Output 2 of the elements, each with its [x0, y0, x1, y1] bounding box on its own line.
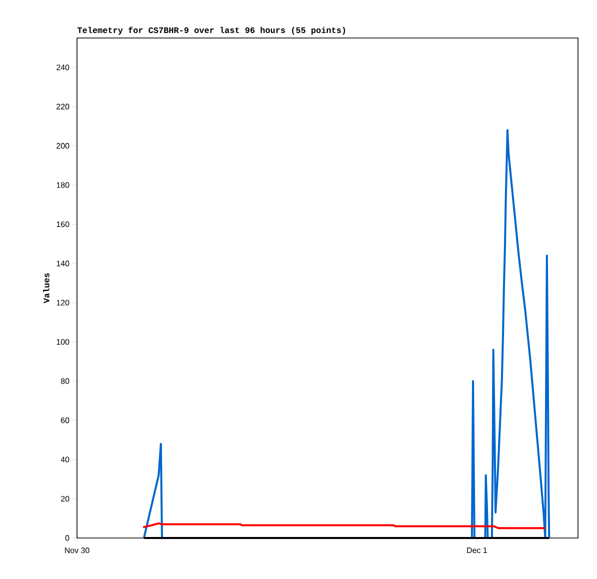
chart-title: Telemetry for CS7BHR-9 over last 96 hours (55 points) [77, 26, 346, 35]
y-axis-title: Values [43, 273, 50, 304]
